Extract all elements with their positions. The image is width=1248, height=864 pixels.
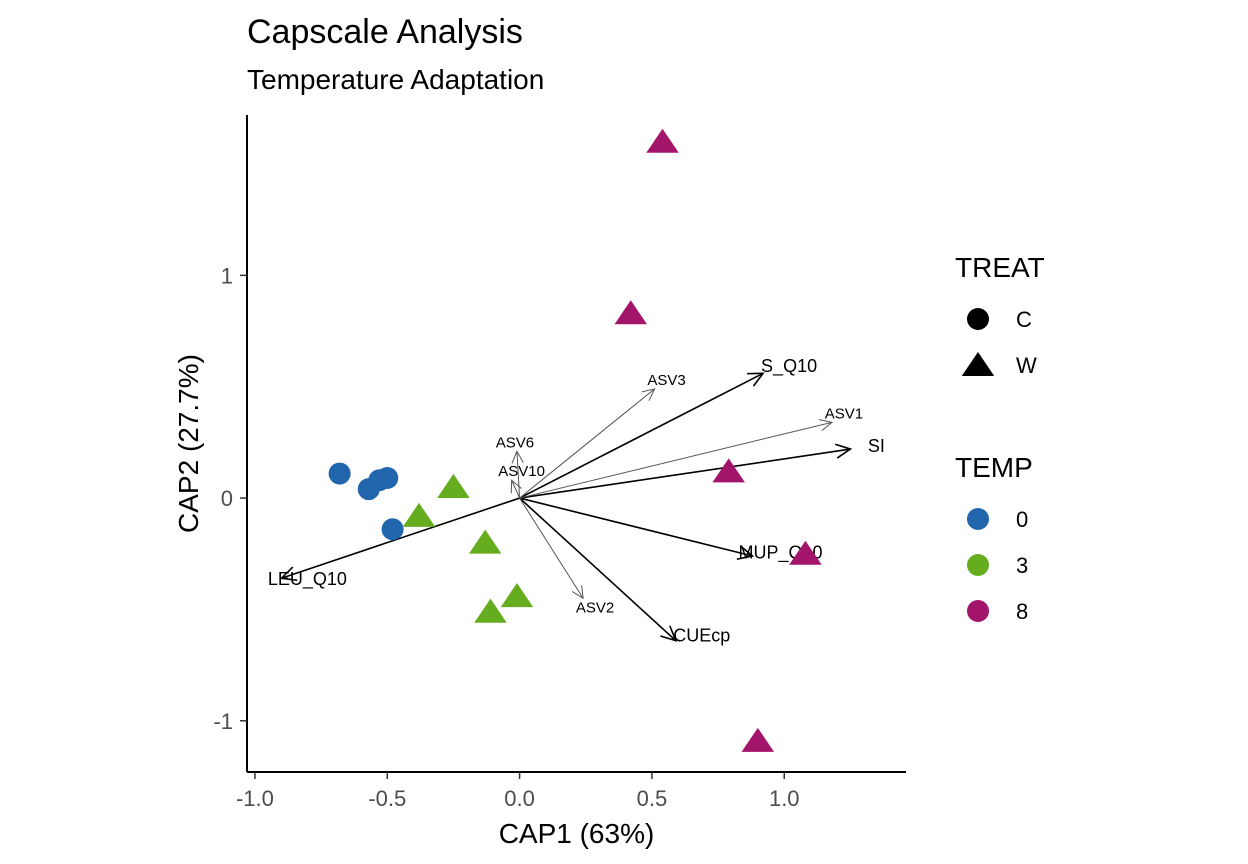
y-tick-label: -1 (213, 709, 233, 734)
legend: TREAT CW TEMP 0 3 8 (955, 252, 1045, 624)
axes-layer: -1.0 -0.5 0.0 0.5 1.0 -1 0 1 CAP1 (63%) CAP2 (27.… (173, 115, 906, 849)
legend-key-color (967, 554, 989, 576)
vector-label-asv10: ASV10 (498, 463, 545, 480)
vector-asv1 (519, 421, 833, 499)
legend-title-temp: TEMP (955, 452, 1033, 483)
point-triangle (789, 540, 822, 565)
vector-asv10 (511, 480, 521, 499)
legend-label: 8 (1016, 599, 1028, 624)
legend-key-color (967, 600, 989, 622)
point-triangle (468, 529, 502, 554)
x-tick-label: 0.5 (637, 786, 668, 811)
arrowhead-asv1 (819, 419, 834, 431)
vector-asv2 (519, 497, 584, 599)
arrowhead-asv3 (641, 388, 656, 401)
vector-label-cuecp: CUEcp (673, 625, 730, 645)
legend-title-treat: TREAT (955, 252, 1045, 283)
point-triangle (646, 128, 679, 153)
legend-label: 3 (1016, 553, 1028, 578)
vector-s-q10 (519, 372, 764, 499)
vector-label-asv1: ASV1 (825, 405, 863, 422)
point-triangle (474, 598, 507, 623)
vector-label-asv3: ASV3 (647, 372, 685, 389)
points-layer (328, 128, 822, 752)
arrowhead-asv2 (571, 585, 584, 600)
vector-label-asv2: ASV2 (576, 599, 614, 616)
arrowhead-leu-q10 (279, 566, 298, 582)
x-tick-label: 1.0 (769, 786, 800, 811)
vector-leu-q10 (281, 497, 520, 579)
chart-title: Capscale Analysis (247, 13, 523, 51)
vector-si (519, 448, 851, 499)
point-triangle (402, 502, 436, 527)
arrowhead-mup-q10 (736, 545, 755, 561)
legend-key-color (967, 508, 989, 530)
x-axis-title: CAP1 (63%) (499, 818, 655, 849)
point-triangle (712, 458, 745, 483)
vector-cuecp (519, 497, 677, 642)
point-triangle (437, 473, 470, 498)
arrowhead-s-q10 (747, 372, 765, 387)
vector-layer: S_Q10SIMUP_Q10CUEcpLEU_Q10ASV3ASV1ASV6AS… (268, 356, 885, 645)
legend-key-circle (967, 308, 989, 330)
arrowhead-cuecp (660, 625, 678, 642)
vector-label-leu-q10: LEU_Q10 (268, 569, 347, 590)
vector-label-s-q10: S_Q10 (761, 356, 817, 377)
y-tick-label: 0 (221, 486, 233, 511)
vector-asv3 (519, 388, 655, 499)
vector-asv6 (516, 451, 521, 499)
arrowhead-asv6 (511, 450, 524, 464)
point-triangle (741, 727, 775, 752)
point-circle (328, 462, 351, 485)
point-triangle (614, 300, 648, 325)
vector-label-si: SI (868, 436, 885, 456)
y-tick-label: 1 (221, 263, 233, 288)
x-tick-label: 0.0 (504, 786, 535, 811)
arrowhead-asv10 (510, 479, 522, 494)
point-triangle (500, 583, 534, 608)
x-tick-label: -1.0 (236, 786, 274, 811)
x-tick-label: -0.5 (368, 786, 406, 811)
arrowhead-si (834, 443, 853, 459)
y-axis-title: CAP2 (27.7%) (173, 354, 204, 533)
legend-key-triangle (961, 352, 995, 377)
legend-label: 0 (1016, 507, 1028, 532)
legend-label: C (1016, 307, 1032, 332)
vector-mup-q10 (519, 497, 753, 557)
chart-subtitle: Temperature Adaptation (247, 64, 545, 95)
legend-label: W (1016, 353, 1037, 378)
point-circle (376, 467, 399, 490)
vector-label-asv6: ASV6 (496, 434, 534, 451)
point-circle (381, 518, 404, 541)
